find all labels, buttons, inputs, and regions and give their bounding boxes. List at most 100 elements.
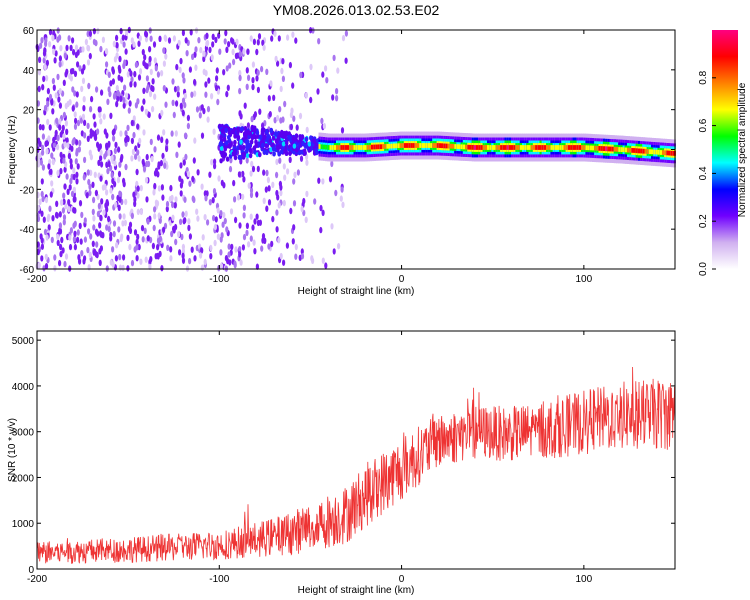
heatmap-cell [230,129,234,135]
heatmap-cell [99,175,103,182]
heatmap-cell [289,207,293,215]
heatmap-cell [65,128,69,135]
heatmap-cell [161,194,165,201]
heatmap-cell [237,171,241,178]
heatmap-cell [330,223,334,230]
heatmap-cell [160,109,164,117]
heatmap-cell [69,163,73,170]
heatmap-cell [50,180,54,187]
heatmap-cell [109,259,113,266]
heatmap-cell [175,100,179,107]
heatmap-cell [122,180,126,188]
y-tick-label: 4000 [12,382,35,393]
heatmap-cell [119,27,123,35]
heatmap-cell [107,71,111,79]
heatmap-cell [126,71,130,78]
heatmap-cell [216,207,220,214]
heatmap-cell [169,246,173,253]
heatmap-cell [208,46,212,54]
heatmap-cell [243,133,248,139]
heatmap-cell [213,239,217,247]
heatmap-cell [178,66,182,74]
heatmap-cell [271,135,276,141]
heatmap-cell [277,151,281,157]
heatmap-cell [289,123,294,131]
heatmap-cell [251,165,256,173]
heatmap-cell [210,93,214,100]
heatmap-cell [60,236,64,244]
heatmap-cell [447,143,451,149]
heatmap-cell [88,189,92,197]
heatmap-cell [283,100,287,108]
heatmap-cell [63,183,67,190]
heatmap-cell [56,233,60,241]
heatmap-cell [252,239,256,246]
heatmap-cell [124,163,128,171]
heatmap-cell [80,68,85,75]
spectrogram-xlabel: Height of straight line (km) [298,286,415,297]
heatmap-cell [229,208,234,215]
heatmap-cell [170,230,174,238]
heatmap-cell [283,174,287,181]
heatmap-cell [342,145,346,150]
heatmap-cell [163,34,167,41]
heatmap-cell [40,190,44,198]
spectrogram-ticks: -200 -100 0 100 60 40 20 0 -20 -40 -60 [20,26,675,285]
heatmap-cell [193,255,197,262]
heatmap-cell [71,105,75,112]
heatmap-cell [317,177,321,184]
heatmap-cell [399,143,403,148]
heatmap-cell [46,100,50,108]
heatmap-cell [298,134,302,140]
heatmap-cell [319,226,323,234]
heatmap-cell [62,133,66,140]
heatmap-cell [317,38,321,45]
heatmap-cell [271,181,275,188]
heatmap-cell [427,143,431,148]
heatmap-cell [163,162,167,169]
heatmap-cell [572,145,576,150]
heatmap-cell [238,69,242,77]
heatmap-cell [107,215,111,223]
heatmap-cell [233,133,237,139]
heatmap-cell [152,224,156,232]
heatmap-cell [125,135,129,142]
heatmap-cell [234,216,238,224]
heatmap-cell [40,178,44,185]
heatmap-cell [133,70,137,78]
heatmap-cell [227,41,231,48]
heatmap-cell [642,148,646,154]
y-tick-label: 20 [23,106,35,117]
heatmap-cell [550,145,554,150]
heatmap-cell [74,158,78,165]
heatmap-cell [313,198,317,205]
heatmap-cell [258,134,263,140]
heatmap-cell [62,192,66,199]
heatmap-cell [430,143,434,148]
heatmap-cell [225,90,229,98]
heatmap-cell [264,186,268,193]
heatmap-cell [236,194,241,201]
heatmap-cell [272,94,276,102]
heatmap-cell [89,169,93,176]
heatmap-cell [305,126,309,134]
heatmap-cell [72,196,76,203]
heatmap-cell [635,148,639,154]
heatmap-cell [173,86,178,93]
heatmap-cell [314,148,318,154]
heatmap-cell [94,251,98,258]
heatmap-cell [195,208,199,215]
heatmap-cell [84,38,88,46]
heatmap-cell [664,150,668,156]
heatmap-cell [96,210,100,218]
heatmap-cell [362,145,366,150]
heatmap-cell [193,90,197,97]
heatmap-cell [69,227,73,234]
heatmap-cell [73,243,77,251]
heatmap-cell [255,130,260,136]
heatmap-cell [105,132,109,139]
heatmap-cell [489,145,493,150]
heatmap-cell [249,139,254,145]
colorbar-tick-label: 0.6 [698,118,709,132]
heatmap-cell [262,169,266,176]
